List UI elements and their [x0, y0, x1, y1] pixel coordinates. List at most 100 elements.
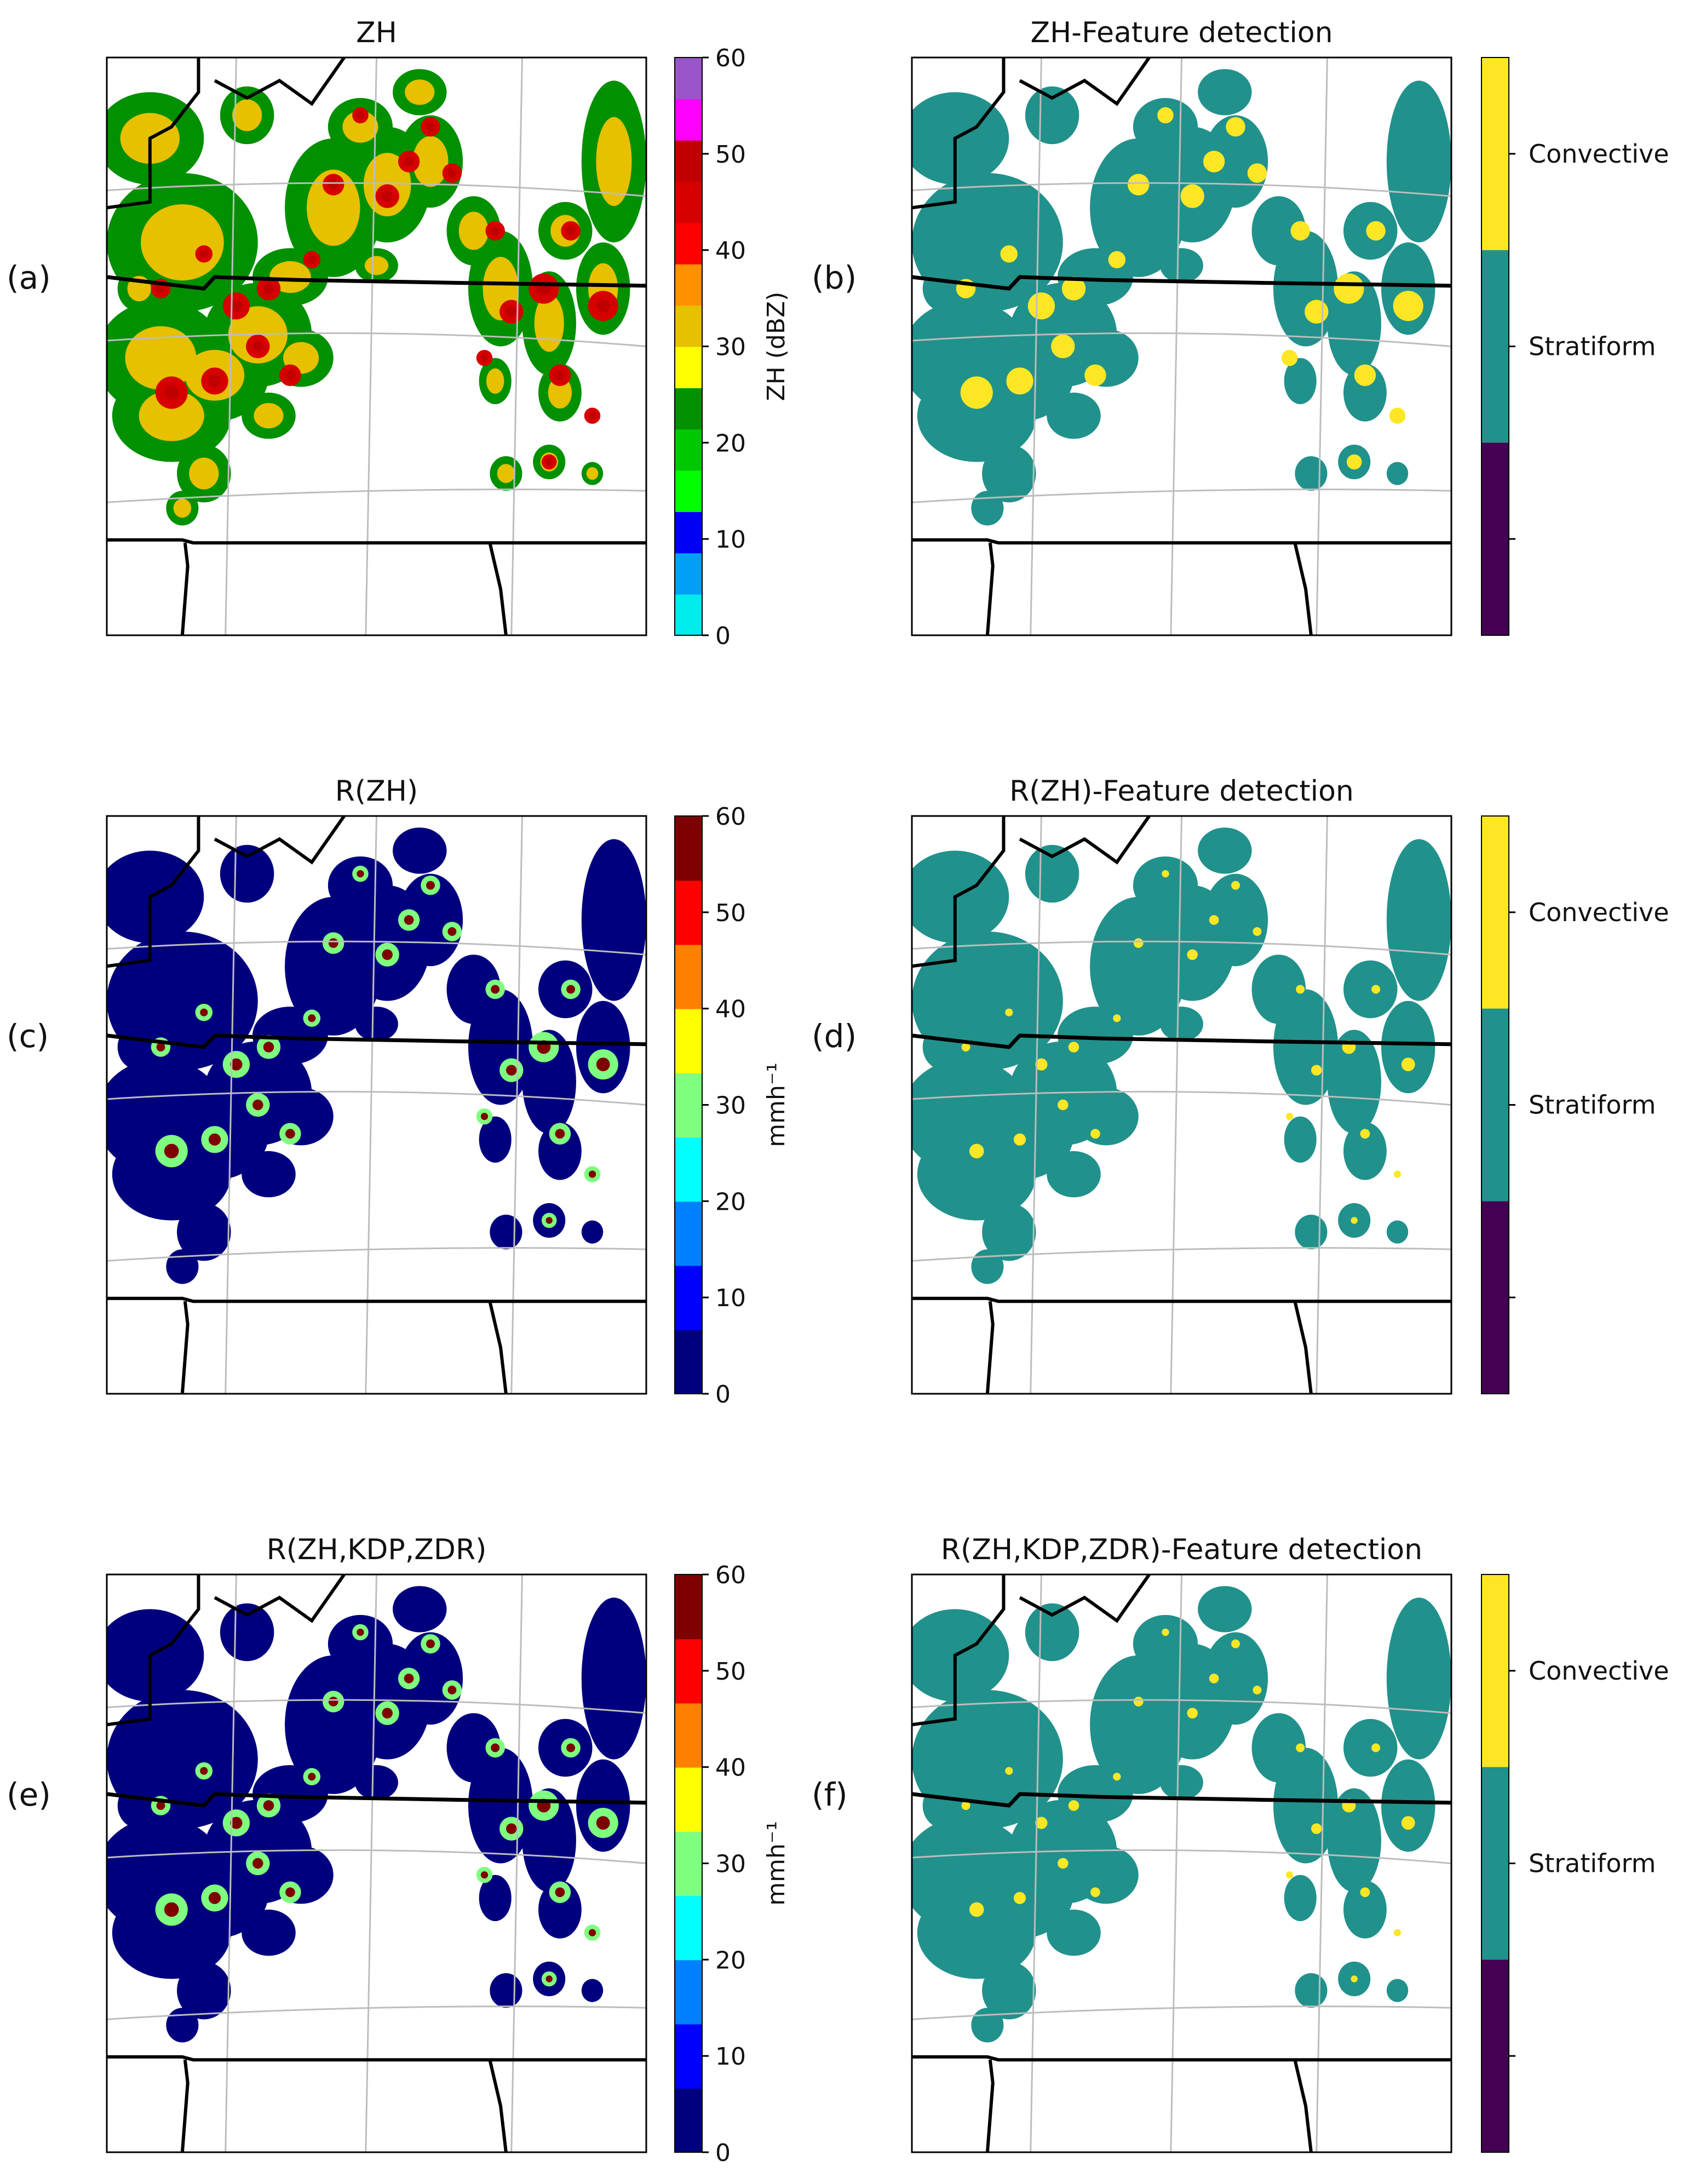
- intense-cell-core: [328, 938, 338, 948]
- colorbar-segment: [675, 387, 702, 430]
- convective-cell: [1351, 1217, 1358, 1224]
- colorbar-tick-label: 20: [715, 1188, 746, 1216]
- intense-cell-core: [263, 283, 274, 294]
- intense-cell-core: [382, 191, 393, 202]
- class-swatch: [1481, 1201, 1509, 1394]
- colorbar-segment: [675, 1895, 702, 1961]
- colorbar-segment: [675, 1831, 702, 1896]
- convective-cell: [1187, 949, 1198, 960]
- convective-cell: [1401, 1816, 1415, 1830]
- colorbar-tick-label: 50: [715, 1658, 746, 1686]
- intense-cell-core: [404, 157, 414, 166]
- meridian-line: [1170, 816, 1182, 1394]
- panel-a: ZH (a): [7, 16, 647, 636]
- state-border: [107, 816, 200, 968]
- intense-cell-core: [566, 985, 576, 994]
- intense-cell-core: [200, 250, 208, 258]
- stratiform-region: [1160, 248, 1203, 283]
- state-border: [180, 1301, 189, 1394]
- echo-core: [405, 79, 435, 105]
- panel-label: (a): [7, 259, 51, 296]
- colorbar-segment: [675, 263, 702, 306]
- colorbar-tick-label: 30: [715, 334, 746, 361]
- convective-cell: [1311, 1823, 1322, 1834]
- convective-cell: [1113, 1014, 1121, 1022]
- stratiform-region: [971, 1249, 1004, 1284]
- echo-core: [586, 1225, 599, 1239]
- stratiform-region: [1047, 1151, 1101, 1198]
- parallel-line: [107, 1090, 646, 1106]
- stratiform-region: [1295, 1214, 1328, 1250]
- echo-core: [232, 1616, 262, 1648]
- colorbar-segment: [675, 470, 702, 512]
- class-label: Convective: [1529, 898, 1669, 927]
- convective-cell: [969, 1143, 984, 1159]
- convective-cell: [1285, 1112, 1294, 1120]
- convective-cell: [1180, 184, 1204, 208]
- intense-cell-core: [230, 300, 243, 312]
- stratiform-region: [1133, 97, 1198, 156]
- class-swatch: [1481, 1574, 1509, 1767]
- stratiform-region: [982, 1203, 1036, 1261]
- stratiform-region: [1343, 960, 1398, 1019]
- intense-cell-core: [285, 370, 295, 381]
- convective-cell: [1231, 1639, 1240, 1648]
- echo-core: [486, 1127, 504, 1153]
- stratiform-region: [1386, 1220, 1409, 1244]
- parallel-line: [912, 1699, 1451, 1714]
- convective-cell: [1090, 1887, 1100, 1898]
- convective-cell: [1360, 1887, 1370, 1898]
- colorbar-tick-label: 0: [715, 622, 731, 650]
- echo-core: [232, 858, 262, 890]
- convective-cell: [961, 1043, 970, 1051]
- echo-core: [497, 1981, 515, 2001]
- convective-cell: [1068, 1042, 1079, 1053]
- intense-cell-core: [200, 1767, 208, 1775]
- parallel-line: [107, 332, 646, 347]
- colorbar-segment: [675, 1072, 702, 1138]
- colorbar-segment: [675, 1137, 702, 1202]
- state-border: [1019, 58, 1151, 106]
- meridian-line: [1030, 1574, 1042, 2152]
- meridian-line: [365, 58, 377, 635]
- stratiform-region: [1073, 1087, 1139, 1146]
- stratiform-region: [971, 2008, 1004, 2043]
- echo-core: [486, 368, 504, 394]
- state-border: [912, 1033, 1451, 1049]
- stratiform-region: [1073, 1846, 1139, 1904]
- echo-core: [458, 970, 489, 1009]
- state-border: [985, 542, 995, 635]
- echo-core: [534, 1053, 564, 1111]
- echo-core: [497, 464, 515, 484]
- convective-cell: [1162, 870, 1169, 878]
- intense-cell-core: [156, 1801, 165, 1810]
- colorbar-tick-label: 60: [715, 1561, 746, 1589]
- stratiform-region: [1284, 1116, 1317, 1163]
- intense-cell-core: [404, 1674, 414, 1683]
- intense-cell-core: [491, 226, 500, 235]
- colorbar-label: mmh⁻¹: [762, 1821, 790, 1905]
- convective-cell: [1128, 174, 1150, 196]
- panel-label: (e): [7, 1776, 51, 1813]
- intense-cell-core: [382, 949, 393, 960]
- class-swatch: [1481, 1767, 1509, 1960]
- intense-cell-core: [555, 1887, 565, 1898]
- intense-cell-core: [596, 299, 610, 313]
- colorbar-segment: [675, 816, 702, 881]
- colorbar-tick-label: 40: [715, 237, 746, 265]
- convective-cell: [1051, 334, 1075, 359]
- meridian-line: [510, 816, 523, 1394]
- state-border: [180, 542, 189, 635]
- stratiform-region: [1025, 1603, 1079, 1662]
- intense-cell-core: [588, 1929, 596, 1936]
- echo-core: [139, 1907, 204, 1958]
- state-border: [912, 58, 1006, 210]
- stratiform-region: [1047, 1909, 1101, 1956]
- class-swatch: [1481, 442, 1509, 635]
- convective-cell: [1133, 938, 1144, 948]
- meridian-line: [225, 58, 237, 635]
- stratiform-region: [1251, 1713, 1306, 1783]
- colorbar-segment: [675, 58, 702, 100]
- colorbar-segment: [675, 594, 702, 636]
- state-border: [214, 816, 346, 865]
